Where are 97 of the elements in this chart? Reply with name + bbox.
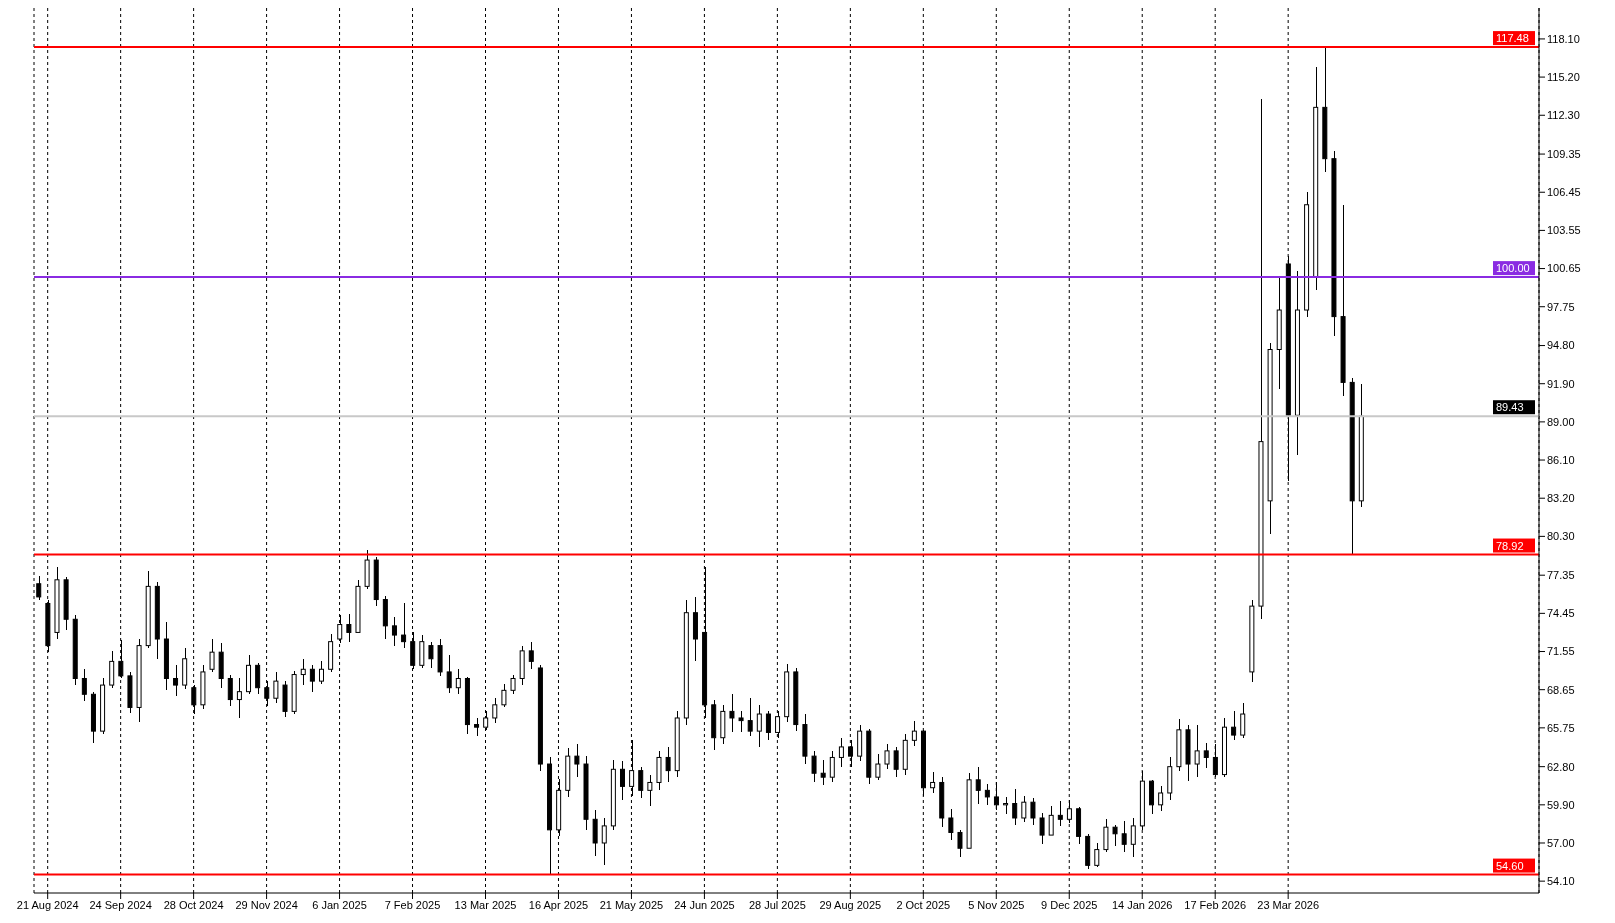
candlestick <box>820 759 826 786</box>
candlestick <box>1331 150 1337 338</box>
x-tick-label: 21 May 2025 <box>599 898 664 911</box>
candlestick <box>54 565 60 640</box>
candlestick <box>547 756 553 876</box>
candlestick <box>756 704 762 748</box>
candlestick <box>802 713 808 765</box>
candlestick <box>574 743 580 778</box>
y-tick-label: 109.35 <box>1547 147 1581 160</box>
y-tick-label: 115.20 <box>1547 70 1580 83</box>
candlestick <box>1267 342 1273 535</box>
ref-line-label: 78.92 <box>1496 539 1524 552</box>
candlestick <box>346 613 352 643</box>
y-tick-label: 54.10 <box>1547 875 1575 888</box>
y-tick-label: 118.10 <box>1547 32 1580 45</box>
y-tick-label: 68.65 <box>1547 683 1575 696</box>
candlestick <box>592 809 598 857</box>
ref-line-label: 117.48 <box>1496 32 1529 45</box>
x-tick-label: 2 Oct 2025 <box>896 898 951 911</box>
candlestick <box>446 654 452 694</box>
x-tick-label: 17 Feb 2026 <box>1184 898 1247 911</box>
candlestick <box>1349 377 1355 556</box>
y-tick-label: 100.65 <box>1547 262 1581 275</box>
candlestick <box>975 765 981 805</box>
candlestick <box>747 697 753 738</box>
ref-line-label: 100.00 <box>1496 262 1530 275</box>
candlestick <box>1057 800 1063 827</box>
candlestick <box>1276 276 1282 390</box>
candlestick <box>136 638 142 723</box>
candlestick <box>1258 98 1264 621</box>
x-tick-label: 6 Jan 2025 <box>312 898 367 911</box>
candlestick <box>729 693 735 734</box>
x-tick-label: 24 Sep 2024 <box>89 898 152 911</box>
candlestick <box>1294 269 1300 456</box>
y-tick-label: 89.00 <box>1547 415 1575 428</box>
candlestick <box>647 773 653 807</box>
candlestick <box>1231 710 1237 742</box>
candlestick <box>1012 788 1018 826</box>
x-tick-label: 28 Oct 2024 <box>163 898 224 911</box>
y-tick-label: 59.90 <box>1547 798 1575 811</box>
x-tick-label: 23 Mar 2026 <box>1257 898 1320 911</box>
candlestick <box>1340 203 1346 397</box>
candlestick <box>665 746 671 784</box>
candlestick <box>1194 723 1200 778</box>
x-tick-label: 29 Aug 2025 <box>819 898 882 911</box>
candlestick <box>1203 742 1209 769</box>
y-tick-label: 62.80 <box>1547 760 1575 773</box>
candlestick <box>583 755 589 831</box>
candlestick <box>300 658 306 686</box>
candlestick <box>1130 817 1136 859</box>
candlestick <box>1185 723 1191 782</box>
y-tick-label: 91.90 <box>1547 377 1575 390</box>
y-tick-label: 71.55 <box>1547 645 1575 658</box>
candlestick <box>236 677 242 719</box>
candlestick <box>1304 190 1310 318</box>
candlestick <box>838 736 844 768</box>
y-tick-label: 83.20 <box>1547 492 1575 505</box>
candlestick <box>145 569 151 649</box>
candlestick <box>218 642 224 689</box>
x-tick-label: 16 Apr 2025 <box>528 898 589 911</box>
x-tick-label: 7 Feb 2025 <box>384 898 441 911</box>
x-tick-label: 24 Jun 2025 <box>674 898 735 911</box>
x-tick-label: 29 Nov 2024 <box>235 898 298 911</box>
candlestick <box>401 602 407 649</box>
ref-line-label: 54.60 <box>1496 859 1524 872</box>
x-tick-label: 13 Mar 2025 <box>454 898 517 911</box>
candlestick <box>601 817 607 867</box>
candlestick <box>173 664 179 697</box>
y-tick-label: 77.35 <box>1547 569 1575 582</box>
y-tick-label: 57.00 <box>1547 836 1575 849</box>
candlestick <box>692 596 698 663</box>
ref-line-label: 89.43 <box>1496 401 1524 414</box>
y-tick-label: 97.75 <box>1547 300 1575 313</box>
x-tick-label: 14 Jan 2026 <box>1111 898 1173 911</box>
candlestick <box>683 598 689 726</box>
x-tick-label: 21 Aug 2024 <box>16 898 79 911</box>
candlestick <box>1313 65 1319 292</box>
x-tick-label: 5 Nov 2025 <box>968 898 1025 911</box>
y-tick-label: 103.55 <box>1547 224 1581 237</box>
candlestick <box>1358 382 1364 509</box>
candlestick <box>619 760 625 801</box>
x-tick-label: 9 Dec 2025 <box>1041 898 1098 911</box>
candlestick <box>993 781 999 811</box>
y-tick-label: 80.30 <box>1547 530 1575 543</box>
candlestick <box>1121 819 1127 853</box>
candlestick <box>1322 46 1328 173</box>
candlestick <box>154 581 160 660</box>
y-tick-label: 106.45 <box>1547 186 1581 199</box>
y-tick-label: 112.30 <box>1547 109 1580 122</box>
candlestick <box>738 710 744 734</box>
y-tick-label: 74.45 <box>1547 607 1575 620</box>
candlestick <box>391 615 397 647</box>
x-tick-label: 28 Jul 2025 <box>748 898 806 911</box>
y-tick-label: 86.10 <box>1547 453 1575 466</box>
y-tick-label: 94.80 <box>1547 339 1575 352</box>
candlestick <box>163 621 169 692</box>
y-tick-label: 65.75 <box>1547 721 1575 734</box>
